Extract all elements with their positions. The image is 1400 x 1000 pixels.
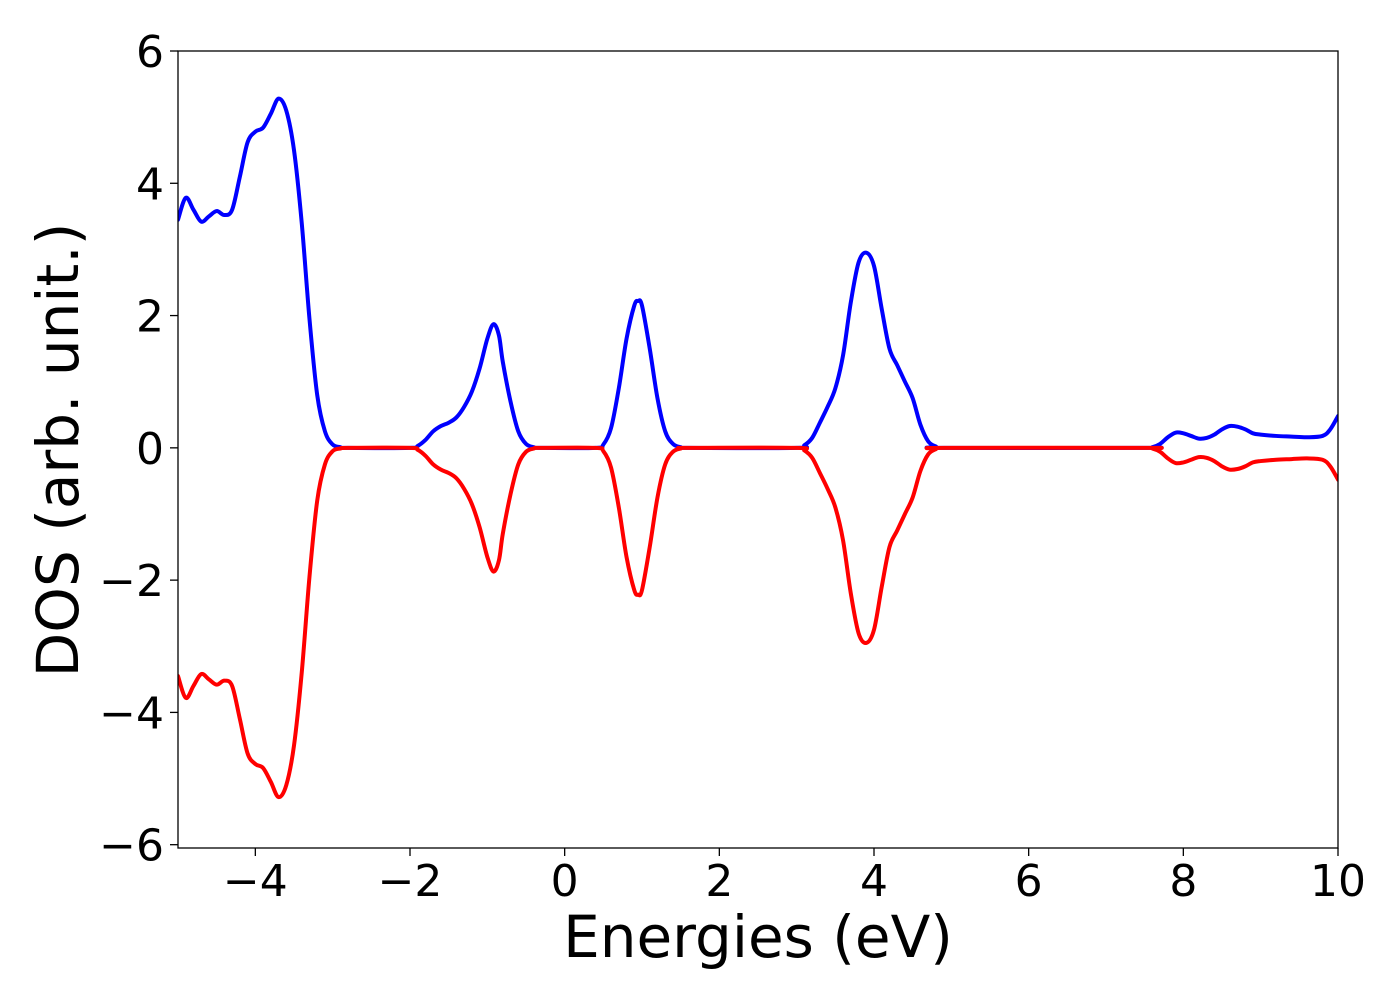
y-tick-label: 2 (136, 292, 164, 343)
y-tick-label: −2 (99, 556, 164, 607)
y-tick-label: 4 (136, 159, 164, 210)
x-tick-label: 0 (551, 856, 579, 907)
x-tick-label: −4 (223, 856, 288, 907)
x-tick-label: 10 (1310, 856, 1366, 907)
y-axis-label: DOS (arb. unit.) (24, 223, 92, 678)
y-tick-label: 6 (136, 27, 164, 78)
x-tick-label: 2 (705, 856, 733, 907)
dos-series-blue-line (178, 96, 1338, 451)
x-tick-label: 6 (1015, 856, 1043, 907)
y-tick-label: 0 (136, 424, 164, 475)
y-tick-label: −6 (99, 821, 164, 872)
x-tick-label: −2 (378, 856, 443, 907)
x-tick-label: 4 (860, 856, 888, 907)
x-axis-ticks: −4 −2 0 2 4 6 8 10 (223, 848, 1366, 907)
y-axis-ticks: −6 −4 −2 0 2 4 6 (99, 27, 178, 872)
x-axis-label: Energies (eV) (563, 903, 953, 971)
dos-series-red-line (178, 445, 1338, 800)
x-tick-label: 8 (1169, 856, 1197, 907)
y-tick-label: −4 (99, 688, 164, 739)
plot-frame (177, 50, 1339, 849)
series-layer (178, 96, 1338, 800)
